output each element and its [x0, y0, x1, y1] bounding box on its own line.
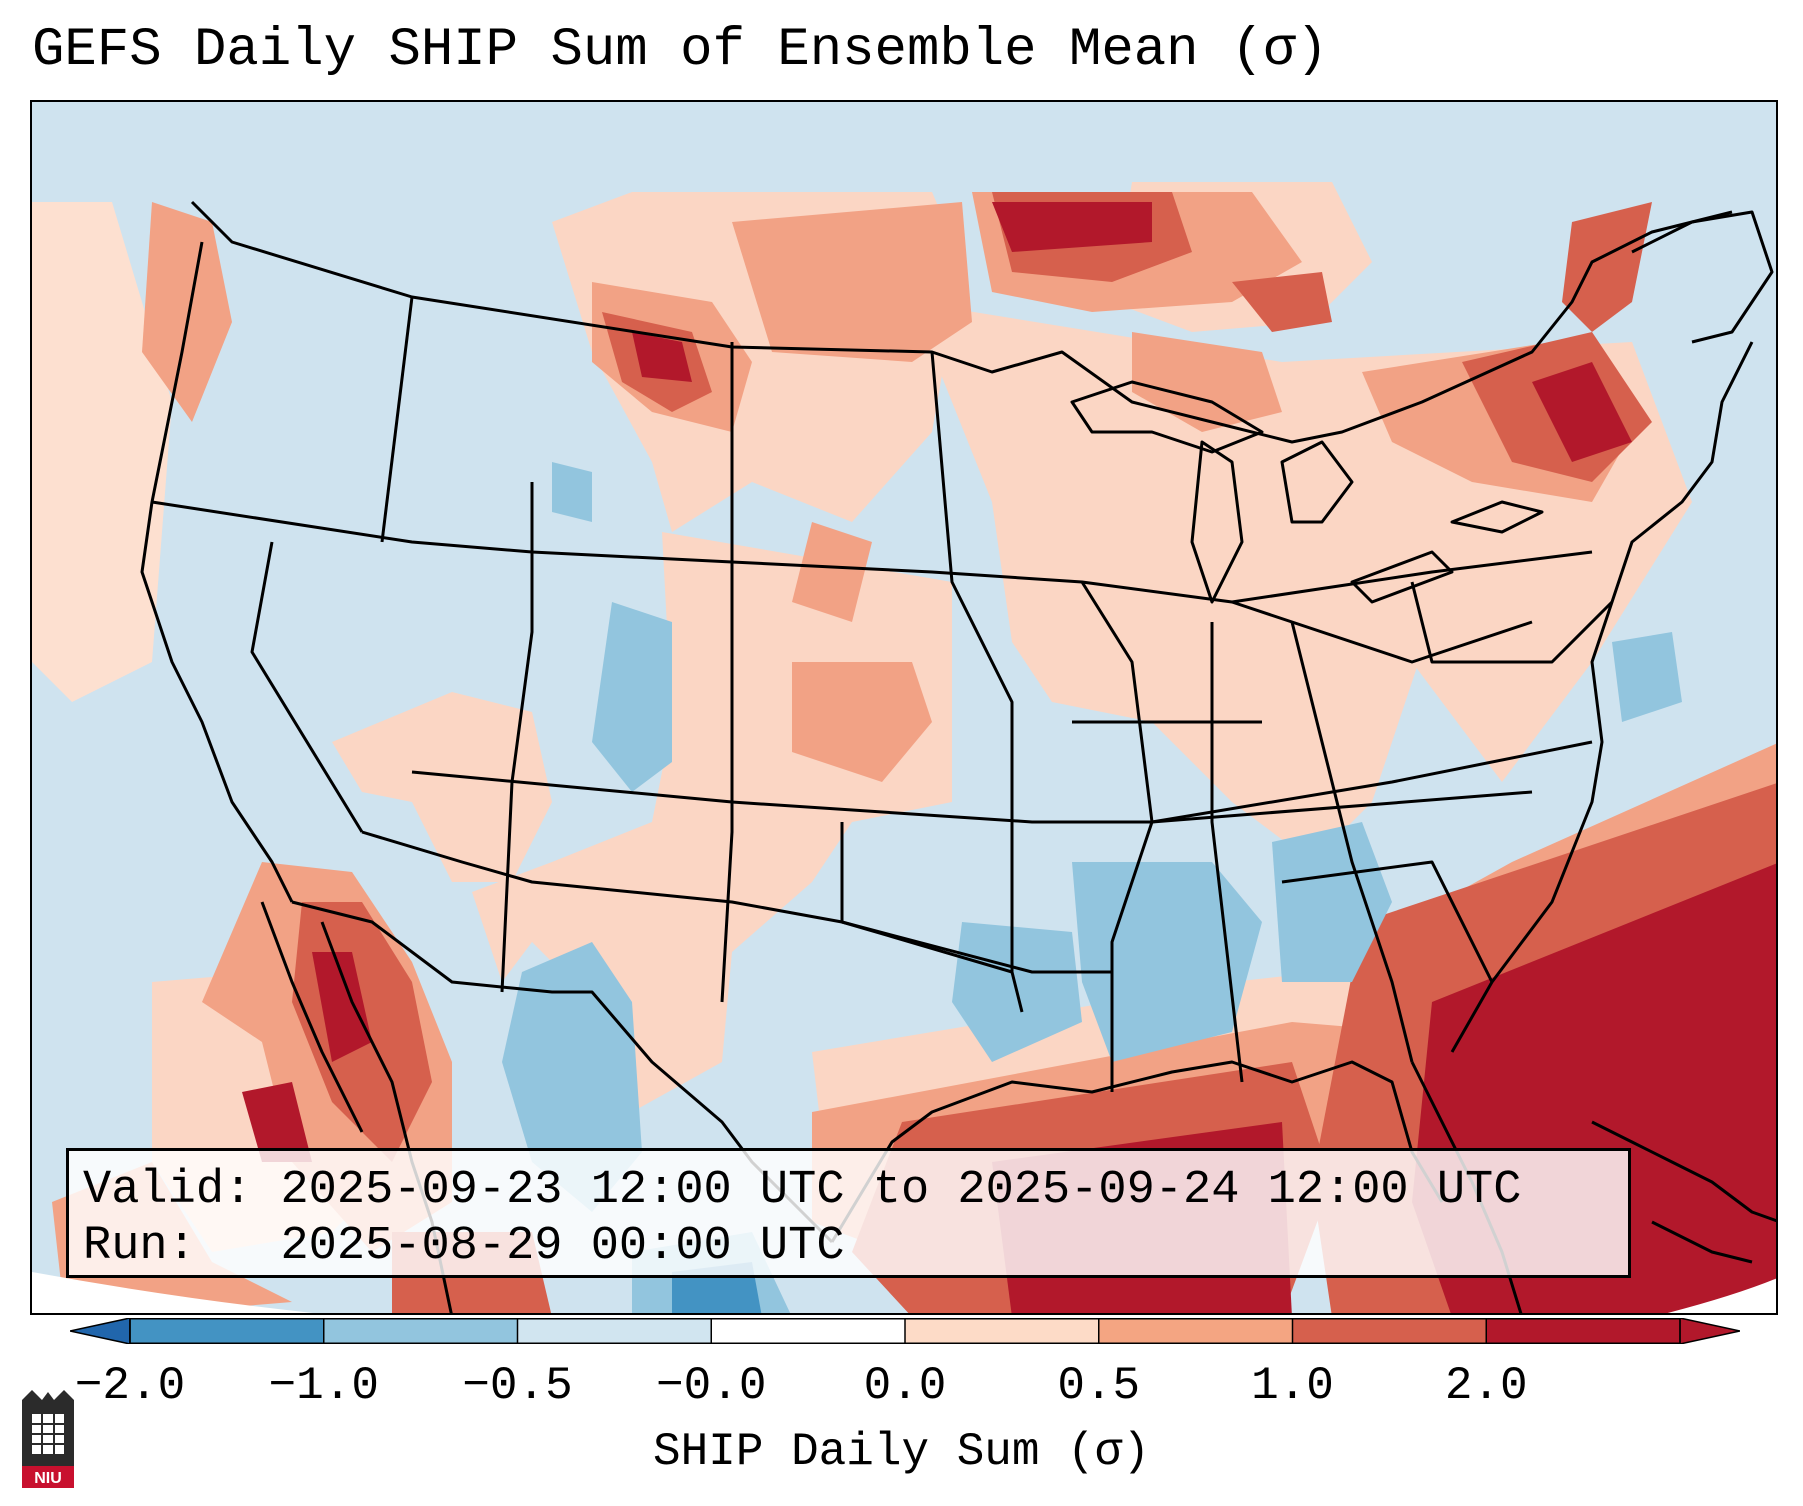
colorbar-segment [711, 1318, 906, 1344]
colorbar-tick-label: −0.5 [462, 1360, 573, 1412]
colorbar-tick-label: 0.0 [863, 1360, 947, 1412]
map-panel [30, 100, 1778, 1315]
colorbar-tick-label: 2.0 [1444, 1360, 1528, 1412]
colorbar-segment [905, 1318, 1100, 1344]
colorbar-tick-label: −0.0 [656, 1360, 767, 1412]
valid-value: 2025-09-23 12:00 UTC to 2025-09-24 12:00… [280, 1164, 1522, 1217]
boundaries [140, 200, 1776, 1313]
colorbar [70, 1318, 1740, 1344]
colorbar-tick-label: −1.0 [268, 1360, 379, 1412]
colorbar-extend-low [70, 1318, 131, 1344]
colorbar-tick-label: 1.0 [1251, 1360, 1334, 1412]
colorbar-segment [323, 1318, 518, 1344]
colorbar-segment [517, 1318, 712, 1344]
logo-text: NIU [34, 1470, 62, 1487]
valid-run-info-box: Valid: 2025-09-23 12:00 UTC to 2025-09-2… [66, 1148, 1631, 1278]
colorbar-segments [70, 1318, 1740, 1344]
valid-label: Valid: [83, 1164, 253, 1217]
projection-mask [32, 1272, 1776, 1313]
colorbar-segment [1486, 1318, 1681, 1344]
chart-title: GEFS Daily SHIP Sum of Ensemble Mean (σ) [32, 20, 1329, 81]
colorbar-tick-label: −2.0 [74, 1360, 186, 1412]
run-label: Run: [83, 1220, 196, 1273]
shaded-field-map [32, 102, 1776, 1313]
colorbar-extend-high [1679, 1318, 1740, 1344]
colorbar-segment [1292, 1318, 1487, 1344]
colorbar-segment [130, 1318, 325, 1344]
run-value: 2025-08-29 00:00 UTC [280, 1220, 845, 1273]
niu-logo: NIU [22, 1390, 74, 1488]
colorbar-segment [1098, 1318, 1293, 1344]
colorbar-tick-label: 0.5 [1057, 1360, 1141, 1412]
colorbar-label: SHIP Daily Sum (σ) [653, 1426, 1150, 1478]
